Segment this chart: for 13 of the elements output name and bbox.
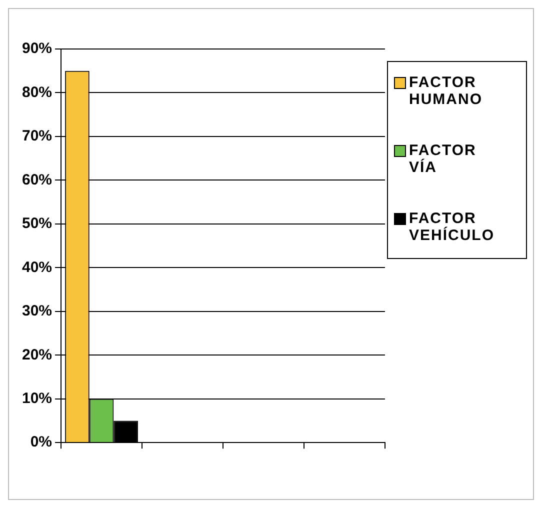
y-tick-label: 20%	[22, 346, 52, 364]
y-tick-label: 30%	[22, 302, 52, 320]
legend-label: FACTOR VÍA	[409, 142, 478, 176]
y-tick-label: 80%	[22, 84, 52, 101]
y-tick-label: 90%	[22, 40, 52, 58]
y-tick-label: 50%	[22, 215, 52, 232]
y-tick-label: 70%	[22, 128, 52, 145]
legend-label: FACTOR HUMANO	[409, 74, 484, 108]
legend-label: FACTOR VEHÍCULO	[409, 210, 496, 244]
y-tick-label: 10%	[22, 390, 52, 408]
y-tick-label: 60%	[22, 171, 52, 188]
y-tick-label: 40%	[22, 258, 52, 276]
y-tick-label: 0%	[30, 434, 52, 451]
